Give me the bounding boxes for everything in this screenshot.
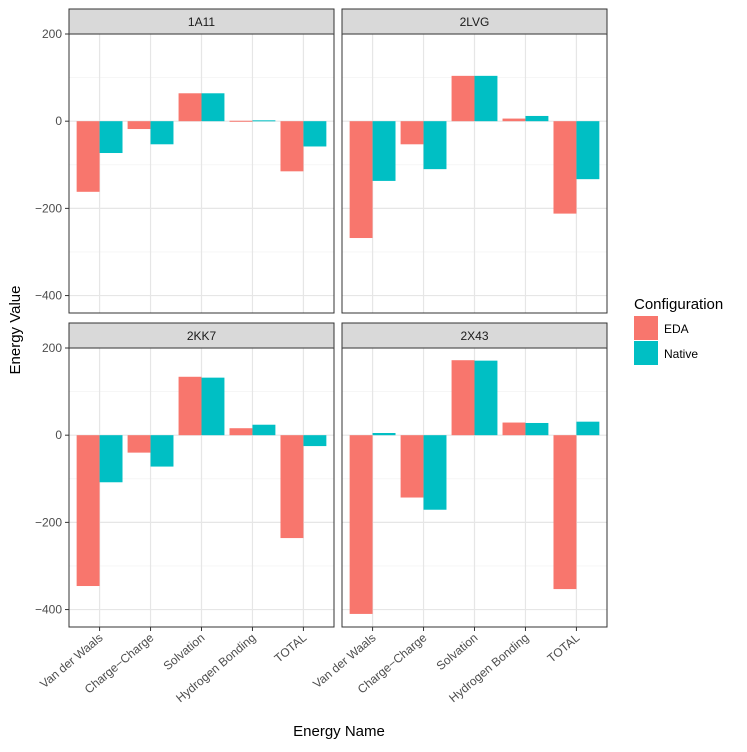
bar-2x43-eda-solvation <box>451 360 475 436</box>
bar-2lvg-eda-solvation <box>451 75 475 122</box>
y-axis-title: Energy Value <box>7 286 24 375</box>
strip-title-2x43: 2X43 <box>460 329 488 343</box>
bar-1a11-eda-charge-charge <box>127 121 151 130</box>
x-tick-label: Solvation <box>161 631 208 673</box>
legend: Configuration EDA Native <box>634 296 723 365</box>
bar-2lvg-native-hydrogen-bonding <box>525 115 549 122</box>
bar-2x43-eda-van-der-waals <box>349 435 373 614</box>
bar-1a11-native-hydrogen-bonding <box>252 120 276 122</box>
bar-2kk7-eda-total <box>280 435 304 539</box>
bar-2x43-native-solvation <box>474 360 498 436</box>
panel-border-2lvg <box>341 33 608 314</box>
bar-2lvg-eda-hydrogen-bonding <box>502 118 526 122</box>
bar-2lvg-eda-van-der-waals <box>349 121 373 239</box>
y-tick-label: −200 <box>35 515 62 529</box>
bar-2x43-eda-hydrogen-bonding <box>502 422 526 436</box>
bar-1a11-native-van-der-waals <box>99 121 123 154</box>
bar-2lvg-eda-total <box>553 121 577 214</box>
bar-2lvg-native-charge-charge <box>423 121 447 170</box>
strip-title-1a11: 1A11 <box>188 15 215 29</box>
y-tick-label: −400 <box>35 603 62 617</box>
bar-2x43-native-charge-charge <box>423 435 447 510</box>
y-tick-label: 200 <box>42 27 62 41</box>
panels-layer: 1A112000−200−4002LVG2KK72000−200−400Van … <box>35 8 608 705</box>
x-tick-label: Solvation <box>434 631 481 673</box>
bar-2kk7-eda-hydrogen-bonding <box>229 428 253 436</box>
bar-1a11-eda-solvation <box>178 93 202 122</box>
bar-2x43-eda-total <box>553 435 577 590</box>
x-tick-label: TOTAL <box>272 630 310 665</box>
panel-2lvg: 2LVG <box>341 8 608 314</box>
bar-2kk7-eda-van-der-waals <box>76 435 100 587</box>
bar-2x43-native-van-der-waals <box>372 433 396 436</box>
strip-title-2lvg: 2LVG <box>460 15 490 29</box>
bar-2x43-native-total <box>576 421 600 436</box>
bar-1a11-native-solvation <box>201 93 225 122</box>
bar-2kk7-native-hydrogen-bonding <box>252 424 276 436</box>
bar-2kk7-native-van-der-waals <box>99 435 123 483</box>
strip-title-2kk7: 2KK7 <box>187 329 217 343</box>
bar-1a11-native-charge-charge <box>150 121 174 145</box>
legend-key-native <box>634 341 658 365</box>
y-tick-label: 0 <box>55 428 62 442</box>
y-tick-label: 200 <box>42 341 62 355</box>
bar-2kk7-eda-solvation <box>178 376 202 436</box>
y-tick-label: −200 <box>35 201 62 215</box>
bar-2lvg-native-total <box>576 121 600 180</box>
bar-2x43-native-hydrogen-bonding <box>525 422 549 436</box>
bar-1a11-eda-van-der-waals <box>76 121 100 192</box>
x-tick-label: TOTAL <box>545 630 583 665</box>
legend-title: Configuration <box>634 296 723 313</box>
panel-1a11: 1A11 200 0 −200 −400 <box>35 8 335 314</box>
legend-label-eda: EDA <box>664 322 689 336</box>
bar-2kk7-native-solvation <box>201 377 225 436</box>
bar-1a11-eda-hydrogen-bonding <box>229 120 253 122</box>
bar-2kk7-eda-charge-charge <box>127 435 151 453</box>
bar-2lvg-native-van-der-waals <box>372 121 396 181</box>
bar-1a11-eda-total <box>280 121 304 172</box>
x-axis-title: Energy Name <box>293 723 385 740</box>
legend-label-native: Native <box>664 347 698 361</box>
strip-2x43 <box>341 322 608 349</box>
bar-2kk7-native-total <box>303 435 327 447</box>
legend-key-eda <box>634 316 658 340</box>
bar-2x43-eda-charge-charge <box>400 435 424 498</box>
y-tick-label: −400 <box>35 289 62 303</box>
bar-2lvg-eda-charge-charge <box>400 121 424 145</box>
strip-1a11 <box>68 8 335 35</box>
bar-2lvg-native-solvation <box>474 75 498 122</box>
y-tick-label: 0 <box>55 114 62 128</box>
bar-1a11-native-total <box>303 121 327 147</box>
panel-border-1a11 <box>68 33 335 314</box>
strip-2kk7 <box>68 322 335 349</box>
bar-2kk7-native-charge-charge <box>150 435 174 467</box>
